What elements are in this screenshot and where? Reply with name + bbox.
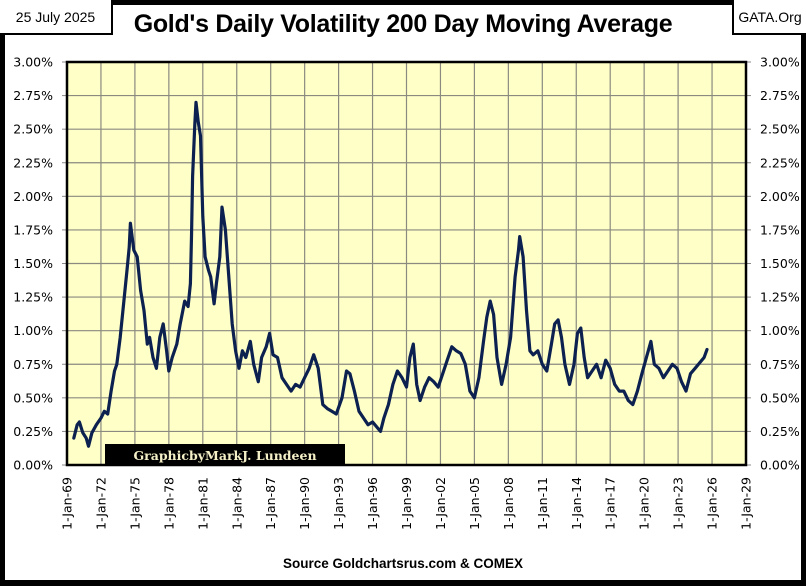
x-tick-label: 1-Jan-99: [399, 477, 414, 530]
x-tick-label: 1-Jan-17: [603, 477, 618, 530]
y-tick-label-right: 2.50%: [760, 122, 800, 137]
x-tick-label: 1-Jan-26: [705, 477, 720, 530]
x-tick-label: 1-Jan-02: [433, 477, 448, 530]
y-tick-label-left: 3.00%: [13, 55, 53, 70]
credit-background: [105, 444, 345, 466]
x-tick-label: 1-Jan-11: [535, 477, 550, 530]
y-tick-label-right: 2.25%: [760, 155, 800, 170]
x-tick-label: 1-Jan-14: [569, 477, 584, 530]
y-tick-label-left: 2.25%: [13, 155, 53, 170]
y-tick-label-left: 1.50%: [13, 256, 53, 271]
org-box: GATA.Org: [732, 0, 806, 35]
x-tick-label: 1-Jan-96: [365, 477, 380, 530]
y-tick-label-right: 2.75%: [760, 88, 800, 103]
org-label: GATA.Org: [738, 8, 802, 25]
y-axis-left: 0.00% 0.25% 0.50% 0.75% 1.00% 1.25% 1.50% 1.75%…: [13, 55, 67, 473]
x-tick-label: 1-Jan-72: [93, 477, 108, 530]
x-tick-label: 1-Jan-75: [127, 477, 142, 530]
y-tick-label-right: 0.25%: [760, 424, 800, 439]
y-tick-label-left: 2.50%: [13, 122, 53, 137]
x-tick-label: 1-Jan-90: [297, 477, 312, 530]
x-tick-label: 1-Jan-23: [671, 477, 686, 530]
x-tick-label: 1-Jan-78: [161, 477, 176, 530]
y-tick-label-right: 1.50%: [760, 256, 800, 271]
y-tick-label-right: 0.00%: [760, 458, 800, 473]
x-tick-label: 1-Jan-84: [229, 477, 244, 530]
x-axis: 1-Jan-69 1-Jan-72 1-Jan-75 1-Jan-78 1-Jan-81…: [60, 477, 754, 530]
date-label: 25 July 2025: [15, 8, 96, 25]
x-tick-label: 1-Jan-08: [501, 477, 516, 530]
x-tick-label: 1-Jan-05: [467, 477, 482, 530]
y-tick-label-left: 1.25%: [13, 290, 53, 305]
x-tick-label: 1-Jan-69: [60, 477, 75, 530]
x-tick-label: 1-Jan-93: [331, 477, 346, 530]
x-tick-label: 1-Jan-29: [739, 477, 754, 530]
y-axis-right: 0.00% 0.25% 0.50% 0.75% 1.00% 1.25% 1.50% 1.75%…: [746, 55, 800, 473]
y-tick-label-left: 2.00%: [13, 189, 53, 204]
grid-lines: [66, 61, 747, 466]
y-tick-label-right: 3.00%: [760, 55, 800, 70]
credit-box: GraphicbyMarkJ. Lundeen: [105, 444, 345, 466]
y-tick-label-right: 1.75%: [760, 222, 800, 237]
y-tick-label-left: 1.75%: [13, 222, 53, 237]
credit-text: GraphicbyMarkJ. Lundeen: [133, 448, 316, 463]
y-tick-label-right: 2.00%: [760, 189, 800, 204]
y-tick-label-left: 0.25%: [13, 424, 53, 439]
y-tick-label-right: 0.75%: [760, 357, 800, 372]
y-tick-label-right: 1.00%: [760, 323, 800, 338]
y-tick-label-left: 1.00%: [13, 323, 53, 338]
source-label: Source Goldchartsrus.com & COMEX: [282, 556, 524, 571]
series-line-volatility: [72, 100, 709, 448]
y-tick-label-left: 0.00%: [13, 458, 53, 473]
y-tick-label-left: 0.50%: [13, 390, 53, 405]
y-tick-label-right: 1.25%: [760, 290, 800, 305]
x-tick-label: 1-Jan-87: [263, 477, 278, 530]
date-box: 25 July 2025: [0, 0, 113, 35]
y-tick-label-right: 0.50%: [760, 390, 800, 405]
x-tick-label: 1-Jan-81: [195, 477, 210, 530]
chart-title: Gold's Daily Volatility 200 Day Moving A…: [133, 10, 673, 38]
x-tick-label: 1-Jan-20: [637, 477, 652, 530]
y-tick-label-left: 2.75%: [13, 88, 53, 103]
y-tick-label-left: 0.75%: [13, 357, 53, 372]
plot-border: [65, 60, 748, 467]
